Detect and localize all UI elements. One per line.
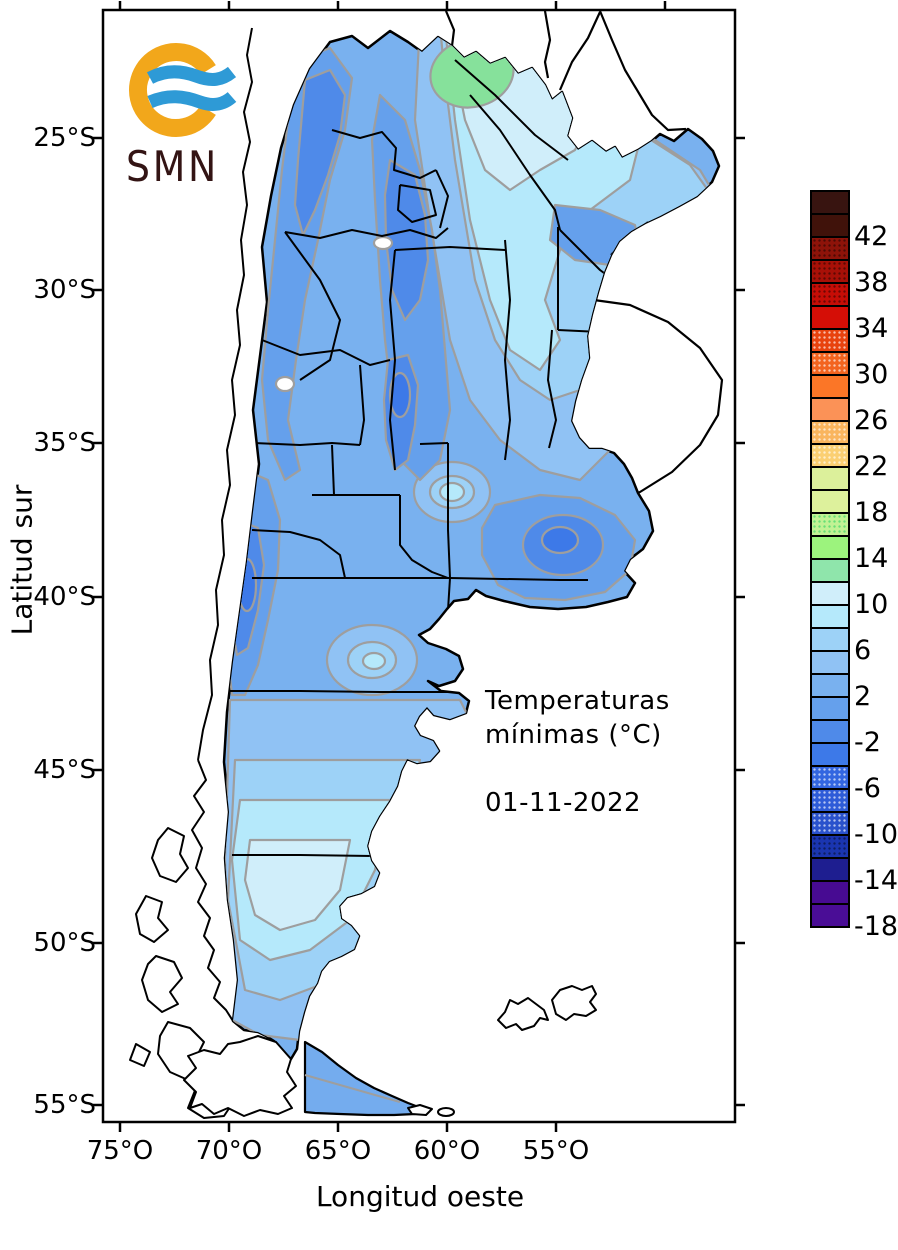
legend-cell (810, 443, 850, 468)
x-tick-65o: 65°O (304, 1136, 372, 1166)
isla-de-los-estados (407, 1104, 433, 1116)
legend-cell (810, 581, 850, 606)
legend-cell (810, 328, 850, 353)
legend-cell (810, 374, 850, 399)
legend-cell (810, 282, 850, 307)
y-tick-30s: 30°S (33, 275, 96, 305)
legend-cell (810, 259, 850, 284)
legend-label: 22 (854, 451, 889, 482)
legend-label: -14 (854, 865, 898, 896)
legend-cell (810, 788, 850, 813)
x-tick-70o: 70°O (195, 1136, 263, 1166)
tierra-del-fuego-chile (183, 1035, 297, 1117)
legend-cell (810, 650, 850, 675)
legend-cell (810, 673, 850, 698)
legend-cell (810, 236, 850, 261)
y-tick-25s: 25°S (33, 123, 96, 153)
smn-logo-wave-bottom (147, 90, 237, 111)
legend-cells (810, 190, 850, 928)
legend-cell (810, 558, 850, 583)
legend-cell (810, 834, 850, 859)
smn-logo (129, 43, 237, 137)
falkland-islands (497, 985, 597, 1031)
legend-cell (810, 213, 850, 238)
legend-cell (810, 857, 850, 882)
legend-cell (810, 535, 850, 560)
map-title-line2: mínimas (°C) (485, 720, 662, 750)
y-tick-45s: 45°S (33, 755, 96, 785)
legend-cell (810, 489, 850, 514)
map-date: 01-11-2022 (485, 788, 642, 818)
legend-label: -18 (854, 911, 898, 942)
legend-cell (810, 765, 850, 790)
legend-cell (810, 903, 850, 928)
legend-label: 10 (854, 589, 889, 620)
legend-label: 2 (854, 681, 872, 712)
legend-label: 34 (854, 313, 889, 344)
legend-cell (810, 604, 850, 629)
legend-cell (810, 190, 850, 215)
legend-label: 30 (854, 359, 889, 390)
legend-cell (810, 512, 850, 537)
legend-label: 38 (854, 267, 889, 298)
legend-cell (810, 880, 850, 905)
legend-label: -10 (854, 819, 898, 850)
legend-cell (810, 420, 850, 445)
legend-cell (810, 466, 850, 491)
legend-cell (810, 696, 850, 721)
legend-cell (810, 719, 850, 744)
legend-label: 6 (854, 635, 872, 666)
legend-label: -6 (854, 773, 881, 804)
legend-label: -2 (854, 727, 881, 758)
map-title-line1: Temperaturas (485, 686, 670, 716)
legend-label: 18 (854, 497, 889, 528)
legend-cell (810, 742, 850, 767)
x-tick-60o: 60°O (413, 1136, 481, 1166)
smn-logo-wave-top (146, 65, 237, 86)
legend-cell (810, 351, 850, 376)
legend-label: 26 (854, 405, 889, 436)
neighbor-country-borders (444, 10, 724, 504)
smn-wordmark: SMN (126, 142, 219, 191)
legend-label: 42 (854, 221, 889, 252)
y-tick-40s: 40°S (33, 582, 96, 612)
x-axis-title: Longitud oeste (315, 1180, 525, 1213)
tierra-del-fuego (183, 1035, 455, 1117)
x-tick-75o: 75°O (86, 1136, 154, 1166)
y-tick-50s: 50°S (33, 928, 96, 958)
y-axis-title: Latitud sur (5, 484, 39, 636)
legend-label: 14 (854, 543, 889, 574)
legend-cell (810, 305, 850, 330)
legend-cell (810, 397, 850, 422)
legend-cell (810, 811, 850, 836)
y-tick-35s: 35°S (33, 428, 96, 458)
legend-labels: 42 38 34 30 26 22 18 14 10 6 2 -2 -6 -10 -14 -18 (854, 0, 898, 1250)
y-tick-55s: 55°S (33, 1090, 96, 1120)
legend-cell (810, 627, 850, 652)
x-tick-55o: 55°O (522, 1136, 590, 1166)
